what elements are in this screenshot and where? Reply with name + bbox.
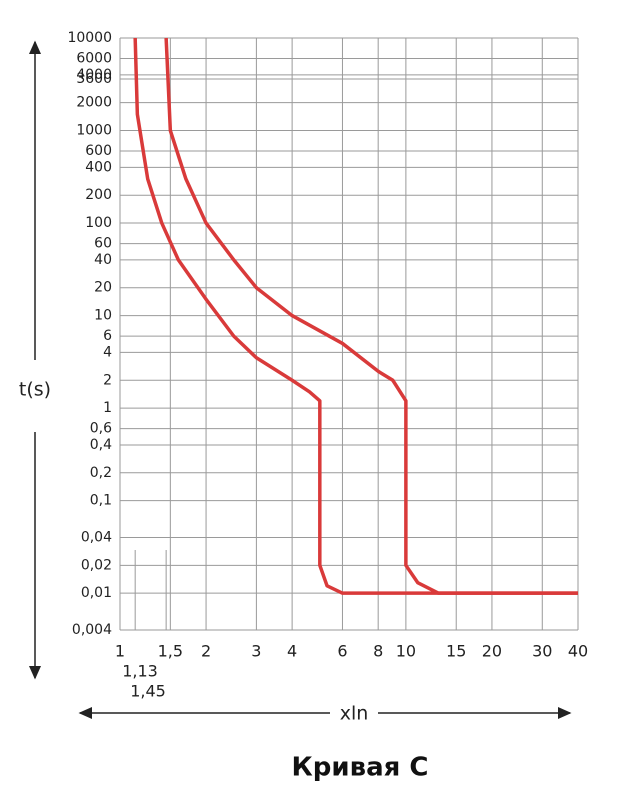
annotation-label: 1,13: [122, 662, 158, 681]
x-tick-label: 10: [396, 642, 416, 661]
x-tick-label: 4: [287, 642, 297, 661]
y-tick-label: 0,004: [72, 622, 112, 638]
y-tick-label: 20: [94, 280, 112, 296]
y-tick-label: 200: [85, 187, 112, 203]
y-tick-label: 600: [85, 143, 112, 159]
curve: [164, 37, 578, 595]
annotation-label: 1,45: [130, 682, 166, 701]
y-tick-label: 100: [85, 215, 112, 231]
y-tick-label: 2: [103, 372, 112, 388]
x-tick-label: 20: [482, 642, 502, 661]
y-tick-label: 0,1: [90, 493, 112, 509]
chart-title: Кривая C: [292, 753, 429, 783]
y-tick-label: 4: [103, 344, 112, 360]
y-tick-label: 0,01: [81, 585, 112, 601]
y-tick-label: 4000: [76, 67, 112, 83]
y-tick-label: 0,4: [90, 437, 112, 453]
x-tick-label: 1,5: [158, 642, 183, 661]
y-axis-label: t(s): [19, 379, 51, 401]
y-tick-label: 2000: [76, 95, 112, 111]
x-tick-label: 3: [251, 642, 261, 661]
y-tick-label: 10000: [67, 30, 112, 46]
y-tick-label: 40: [94, 252, 112, 268]
y-tick-label: 3600: [76, 71, 112, 87]
x-tick-label: 2: [201, 642, 211, 661]
y-tick-label: 400: [85, 159, 112, 175]
y-tick-label: 0,2: [90, 465, 112, 481]
x-axis-label: xln: [340, 703, 369, 725]
x-tick-label: 8: [373, 642, 383, 661]
y-tick-label: 6000: [76, 51, 112, 67]
y-tick-label: 1000: [76, 123, 112, 139]
y-tick-label: 60: [94, 236, 112, 252]
x-tick-label: 15: [446, 642, 466, 661]
x-tick-label: 30: [532, 642, 552, 661]
curve: [133, 37, 578, 595]
y-tick-label: 0,04: [81, 529, 112, 545]
y-tick-label: 1: [103, 400, 112, 416]
x-tick-label: 40: [568, 642, 588, 661]
x-tick-label: 1: [115, 642, 125, 661]
y-tick-label: 0,02: [81, 557, 112, 573]
x-tick-label: 6: [337, 642, 347, 661]
y-tick-label: 6: [103, 328, 112, 344]
y-tick-label: 10: [94, 308, 112, 324]
y-tick-label: 0,6: [90, 421, 112, 437]
